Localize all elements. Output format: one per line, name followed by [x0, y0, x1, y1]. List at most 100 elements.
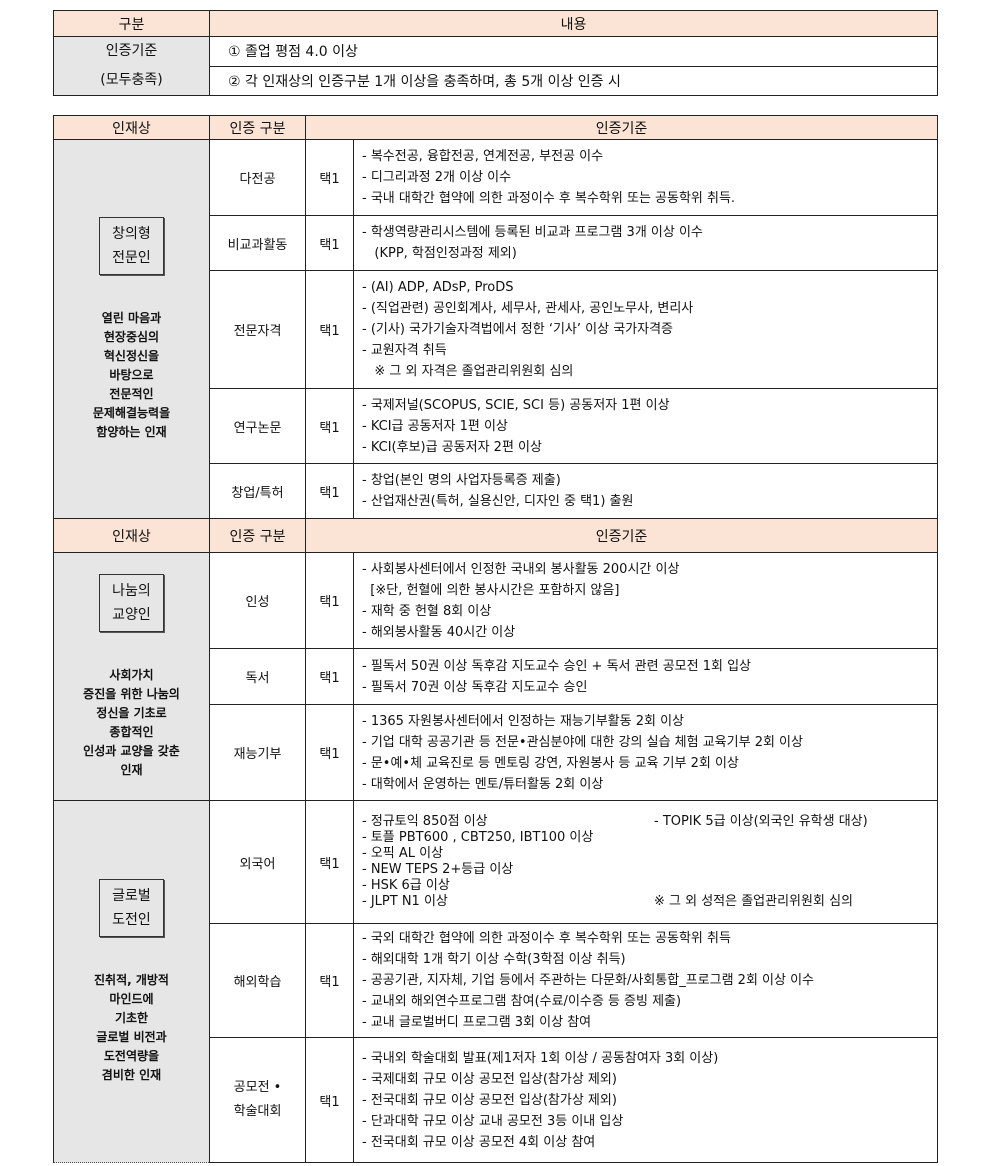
- criteria-list: - 사회봉사센터에서 인정한 국내외 봉사활동 200시간 이상 [※단, 헌혈…: [353, 552, 938, 649]
- criteria-item: - 국제저널(SCOPUS, SCIE, SCI 등) 공동저자 1편 이상: [362, 397, 670, 413]
- criteria-row: ① 졸업 평점 4.0 이상: [209, 36, 938, 67]
- talent-description-line: 혁신정신을: [103, 348, 160, 363]
- criteria-item: - 창업(본인 명의 사업자등록증 제출): [362, 473, 561, 488]
- criteria-item: - 필독서 50권 이상 독후감 지도교수 승인 + 독서 관련 공모전 1회 …: [362, 658, 751, 674]
- talent-title-line: 전문인: [112, 249, 151, 266]
- certification-category: 비교과활동: [209, 215, 306, 271]
- talent-title-line: 창의형: [112, 225, 151, 242]
- selection-rule: 택1: [305, 704, 354, 801]
- criteria-item: - 복수전공, 융합전공, 연계전공, 부전공 이수: [362, 149, 604, 164]
- criteria-item: - 국내 대학간 협약에 의한 과정이수 후 복수학위 또는 공동학위 취득.: [362, 191, 736, 206]
- criteria-item: - 국내외 학술대회 발표(제1저자 1회 이상 / 공동참여자 3회 이상): [362, 1050, 719, 1066]
- talent-header: 인재상: [53, 115, 210, 140]
- talent-description-line: 전문적인: [109, 386, 154, 401]
- criteria-list: - 복수전공, 융합전공, 연계전공, 부전공 이수 - 디그리과정 2개 이상 …: [353, 139, 938, 216]
- selection-rule: 택1: [305, 270, 354, 389]
- criteria-item: ※ 그 외 자격은 졸업관리위원회 심의: [362, 364, 574, 379]
- criteria-list: - 창업(본인 명의 사업자등록증 제출) - 산업재산권(특허, 실용신안, 디…: [353, 463, 938, 519]
- criteria-label: 인증기준 (모두충족): [53, 36, 210, 96]
- talent-description-line: 사회가치: [109, 667, 154, 682]
- certification-category: 연구논문: [209, 388, 306, 464]
- criteria-item: - 오픽 AL 이상: [362, 846, 444, 861]
- criteria-item: - (직업관련) 공인회계사, 세무사, 관세사, 공인노무사, 변리사: [362, 301, 694, 316]
- talent-description-line: 마인드에: [109, 991, 154, 1006]
- criteria-list: - (AI) ADP, ADsP, ProDS - (직업관련) 공인회계사, 세…: [353, 270, 938, 389]
- talent-description-line: 도전역량을: [103, 1048, 160, 1063]
- talent-description-line: 인성과 교양을 갖춘: [83, 743, 180, 758]
- certification-category: 재능기부: [209, 704, 306, 801]
- certification-category: 전문자격: [209, 270, 306, 389]
- talent-description-line: 바탕으로: [109, 367, 154, 382]
- selection-rule: 택1: [305, 215, 354, 271]
- talent-description: 열린 마음과 현장중심의 혁신정신을 바탕으로 전문적인 문제해결능력을 함양하는 인재: [54, 309, 209, 442]
- criteria-list: - 정규토익 850점 이상 - TOPIK 5급 이상(외국인 유학생 대상) -…: [353, 800, 938, 924]
- certification-category: 인성: [209, 552, 306, 649]
- criteria-side-note: - TOPIK 5급 이상(외국인 유학생 대상): [654, 814, 868, 829]
- selection-rule: 택1: [305, 388, 354, 464]
- talent-description-line: 종합적인: [109, 724, 154, 739]
- talent-description-line: 겸비한 인재: [101, 1067, 162, 1082]
- criteria-item: - 교원자격 취득: [362, 343, 447, 358]
- criteria-item: - HSK 6급 이상: [362, 878, 450, 893]
- criteria-header: 인증기준: [305, 115, 938, 140]
- criteria-item: - (기사) 국가기술자격법에서 정한 ‘기사’ 이상 국가자격증: [362, 322, 674, 337]
- criteria-item: - 국제대회 규모 이상 공모전 입상(참가상 제외): [362, 1071, 617, 1087]
- criteria-item: - 전국대회 규모 이상 공모전 4회 이상 참여: [362, 1134, 596, 1150]
- talent-title-line: 도전인: [112, 911, 151, 928]
- criteria-item: - 재학 중 헌혈 8회 이상: [362, 603, 492, 619]
- certification-category: 외국어: [209, 800, 306, 924]
- criteria-list: - 국외 대학간 협약에 의한 과정이수 후 복수학위 또는 공동학위 취득 - …: [353, 923, 938, 1038]
- criteria-list: - 국내외 학술대회 발표(제1저자 1회 이상 / 공동참여자 3회 이상) -…: [353, 1037, 938, 1163]
- criteria-item: [※단, 헌혈에 의한 봉사시간은 포함하지 않음]: [362, 582, 620, 598]
- criteria-label-line: 인증기준: [105, 43, 158, 59]
- criteria-item: - 사회봉사센터에서 인정한 국내외 봉사활동 200시간 이상: [362, 561, 680, 577]
- certification-category: 다전공: [209, 139, 306, 216]
- criteria-item: - 문•예•체 교육진로 등 멘토링 강연, 자원봉사 등 교육 기부 2회 이…: [362, 755, 739, 771]
- criteria-item: - 단과대학 규모 이상 교내 공모전 3등 이내 입상: [362, 1113, 624, 1129]
- criteria-item: - KCI급 공동저자 1편 이상: [362, 418, 508, 434]
- criteria-label-line: (모두충족): [100, 72, 163, 88]
- talent-group-cell: 나눔의 교양인 사회가치 증진을 위한 나눔의 정신을 기초로 종합적인 인성과 교양을 갖…: [53, 552, 210, 801]
- selection-rule: 택1: [305, 648, 354, 705]
- category-line: 공모전 •: [233, 1080, 282, 1095]
- selection-rule: 택1: [305, 139, 354, 216]
- certification-category: 해외학습: [209, 923, 306, 1038]
- talent-description-line: 기초한: [114, 1010, 149, 1025]
- category-line: 학술대회: [233, 1104, 282, 1119]
- criteria-item: - 디그리과정 2개 이상 이수: [362, 170, 512, 185]
- criteria-item: - (AI) ADP, ADsP, ProDS: [362, 280, 514, 295]
- header-category: 구분: [53, 10, 210, 37]
- talent-description-line: 진취적, 개방적: [94, 972, 169, 987]
- selection-rule: 택1: [305, 1037, 354, 1163]
- criteria-item: - 해외대학 1개 학기 이상 수학(3학점 이상 취득): [362, 952, 626, 967]
- criteria-list: - 1365 자원봉사센터에서 인정하는 재능기부활동 2회 이상 - 기업 대학…: [353, 704, 938, 801]
- criteria-item: (KPP, 학점인정과정 제외): [362, 246, 517, 261]
- criteria-item: - 대학에서 운영하는 멘토/튜터활동 2회 이상: [362, 776, 604, 792]
- category-header: 인증 구분: [209, 518, 306, 553]
- criteria-item: - NEW TEPS 2+등급 이상: [362, 862, 514, 877]
- summary-table: 구분 내용 인증기준 (모두충족) ① 졸업 평점 4.0 이상 ② 각 인재상…: [53, 10, 938, 96]
- talent-header: 인재상: [53, 518, 210, 553]
- talent-title-line: 글로벌: [112, 887, 151, 904]
- talent-title-line: 나눔의: [112, 582, 151, 599]
- criteria-item: - 교내외 해외연수프로그램 참여(수료/이수증 등 증빙 제출): [362, 994, 682, 1009]
- criteria-item: - 산업재산권(특허, 실용신안, 디자인 중 택1) 출원: [362, 494, 634, 509]
- criteria-row: ② 각 인재상의 인증구분 1개 이상을 충족하며, 총 5개 이상 인증 시: [209, 65, 938, 96]
- talent-title-line: 교양인: [112, 606, 151, 623]
- certification-category: 공모전 • 학술대회: [209, 1037, 306, 1163]
- talent-description-line: 열린 마음과: [101, 310, 162, 325]
- criteria-item: - 기업 대학 공공기관 등 전문•관심분야에 대한 강의 실습 체험 교육기부…: [362, 734, 803, 750]
- talent-description-line: 글로벌 비전과: [96, 1029, 167, 1044]
- criteria-item: - JLPT N1 이상: [362, 894, 448, 909]
- criteria-list: - 필독서 50권 이상 독후감 지도교수 승인 + 독서 관련 공모전 1회 …: [353, 648, 938, 705]
- talent-description: 사회가치 증진을 위한 나눔의 정신을 기초로 종합적인 인성과 교양을 갖춘 인재: [54, 666, 209, 780]
- talent-description-line: 인재: [120, 762, 143, 777]
- criteria-side-note: ※ 그 외 성적은 졸업관리위원회 심의: [654, 894, 853, 909]
- talent-description-line: 현장중심의: [103, 329, 160, 344]
- selection-rule: 택1: [305, 552, 354, 649]
